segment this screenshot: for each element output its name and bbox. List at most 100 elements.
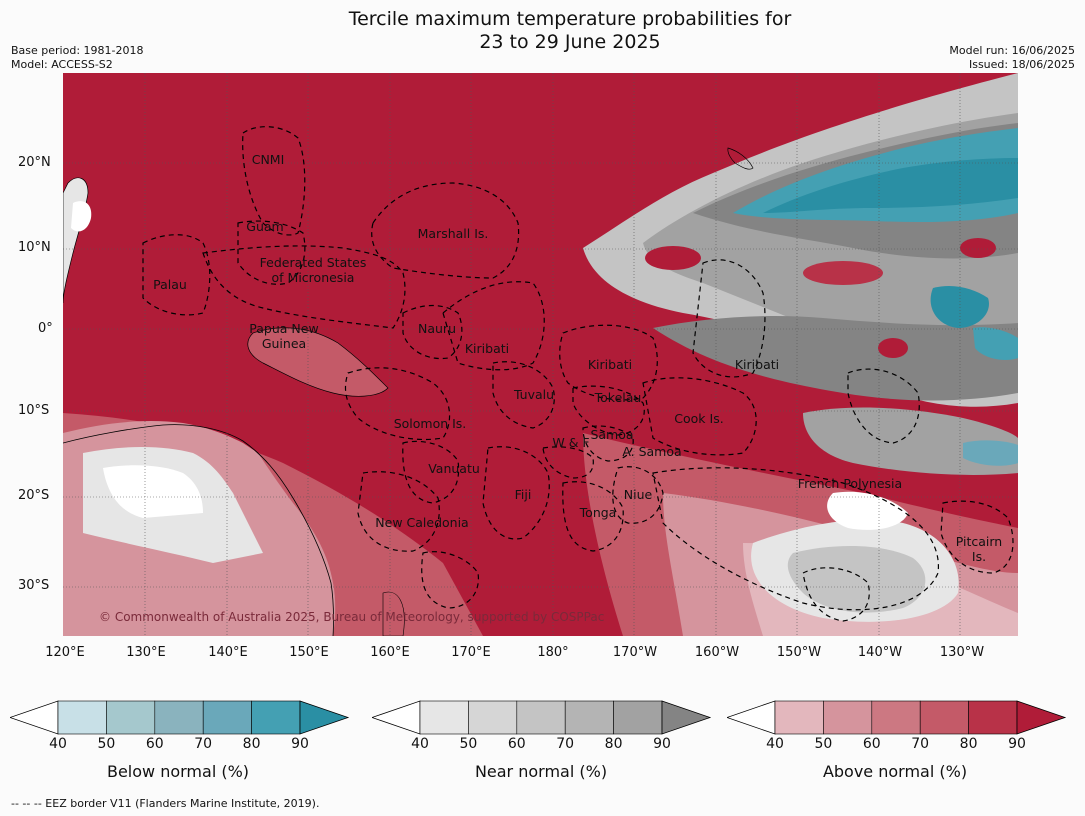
colorbar-swatch bbox=[613, 700, 663, 735]
colorbar-near bbox=[372, 700, 712, 735]
label-png-1: Papua New bbox=[249, 321, 318, 336]
red-spot-1 bbox=[645, 246, 701, 270]
x-tick-140e: 140°E bbox=[208, 645, 248, 660]
grid-lines bbox=[63, 73, 1018, 636]
left-meta: Base period: 1981-2018 Model: ACCESS-S2 bbox=[11, 44, 143, 72]
colorbar-swatch bbox=[564, 700, 614, 735]
colorbar-swatch bbox=[468, 700, 518, 735]
colorbar-swatch bbox=[154, 700, 204, 735]
colorbar-tick-label: 40 bbox=[411, 736, 429, 752]
colorbar-tick-label: 40 bbox=[49, 736, 67, 752]
eez-tonga bbox=[562, 481, 624, 552]
colorbar-below-swatches bbox=[10, 700, 350, 735]
eez-cook bbox=[642, 377, 757, 456]
label-niue: Niue bbox=[624, 487, 653, 502]
x-tick-160e: 160°E bbox=[370, 645, 410, 660]
colorbar-tick-label: 60 bbox=[507, 736, 526, 752]
y-tick-10n: 10°N bbox=[18, 240, 51, 255]
colorbar-swatch bbox=[774, 700, 824, 735]
new-guinea-land bbox=[247, 327, 389, 397]
colorbar-above-swatches bbox=[727, 700, 1067, 735]
probability-map: CNMI Guam Marshall Is. Federated States … bbox=[63, 73, 1018, 636]
colorbar-max-extend bbox=[661, 700, 712, 735]
x-tick-130w: 130°W bbox=[939, 645, 985, 660]
australia-white-core bbox=[103, 465, 203, 518]
new-zealand-land bbox=[382, 591, 405, 636]
colorbar-tick-label: 60 bbox=[145, 736, 164, 752]
label-pitcairn-1: Pitcairn bbox=[956, 534, 1002, 549]
philippines-white bbox=[71, 201, 92, 232]
eez-solomon bbox=[344, 367, 451, 441]
eez-kiribati-c bbox=[559, 324, 658, 401]
label-marshall: Marshall Is. bbox=[418, 226, 489, 241]
eez-borders bbox=[142, 126, 1014, 622]
label-french-polynesia: French Polynesia bbox=[798, 476, 902, 491]
eez-cnmi bbox=[242, 126, 306, 236]
model-run-text: Model run: 16/06/2025 bbox=[949, 44, 1075, 57]
label-pitcairn-2: Is. bbox=[972, 549, 986, 564]
x-tick-150w: 150°W bbox=[776, 645, 822, 660]
red-spot-4 bbox=[878, 338, 908, 358]
colorbar-above bbox=[727, 700, 1067, 735]
x-tick-180: 180° bbox=[537, 645, 569, 660]
eez-tokelau bbox=[572, 385, 645, 436]
label-cnmi: CNMI bbox=[252, 152, 285, 167]
colorbar-swatch bbox=[202, 700, 252, 735]
x-tick-140w: 140°W bbox=[857, 645, 903, 660]
eez-new-caledonia bbox=[357, 471, 440, 552]
label-kiribati-w: Kiribati bbox=[465, 341, 509, 356]
region-labels: CNMI Guam Marshall Is. Federated States … bbox=[153, 152, 1002, 564]
copyright-text: © Commonwealth of Australia 2025, Bureau… bbox=[99, 610, 604, 624]
map-title-line1: Tercile maximum temperature probabilitie… bbox=[348, 8, 792, 30]
eez-niue bbox=[612, 466, 664, 524]
x-tick-150e: 150°E bbox=[289, 645, 329, 660]
eez-kiribati-e bbox=[692, 259, 766, 378]
colorbar-swatch bbox=[57, 700, 107, 735]
label-png-2: Guinea bbox=[262, 336, 306, 351]
colorbar-swatch bbox=[919, 700, 969, 735]
label-kiribati-c: Kiribati bbox=[588, 357, 632, 372]
colorbar-swatch bbox=[419, 700, 469, 735]
colorbar-tick-label: 50 bbox=[97, 736, 116, 752]
eez-fiji bbox=[482, 446, 550, 540]
colorbar-swatch bbox=[251, 700, 301, 735]
colorbar-tick-label: 90 bbox=[291, 736, 309, 752]
label-palau: Palau bbox=[153, 277, 187, 292]
issued-text: Issued: 18/06/2025 bbox=[968, 58, 1075, 71]
label-fsm-1: Federated States bbox=[260, 255, 367, 270]
x-tick-170w: 170°W bbox=[612, 645, 658, 660]
colorbar-min-extend bbox=[727, 700, 776, 735]
colorbar-tick-label: 70 bbox=[194, 736, 213, 752]
teal-spot-2 bbox=[973, 327, 1018, 360]
label-tonga: Tonga bbox=[579, 505, 617, 520]
colorbar-near-title: Near normal (%) bbox=[474, 762, 608, 781]
label-wf: W & F bbox=[552, 435, 589, 450]
colorbar-swatch bbox=[823, 700, 873, 735]
colorbar-tick-label: 60 bbox=[862, 736, 881, 752]
red-spot-3 bbox=[960, 238, 996, 258]
colorbar-swatch bbox=[968, 700, 1018, 735]
eez-nauru bbox=[402, 304, 463, 360]
colorbar-below-title: Below normal (%) bbox=[106, 762, 250, 781]
label-cook: Cook Is. bbox=[674, 411, 723, 426]
colorbar-swatch bbox=[516, 700, 566, 735]
label-tokelau: Tokelau bbox=[594, 390, 642, 405]
eez-marshall bbox=[371, 182, 520, 279]
eez-vanuatu bbox=[402, 440, 460, 504]
right-meta: Model run: 16/06/2025 Issued: 18/06/2025 bbox=[949, 44, 1075, 72]
hawaii-islands bbox=[727, 147, 754, 170]
colorbar-tick-label: 90 bbox=[1008, 736, 1026, 752]
colorbar-tick-label: 70 bbox=[556, 736, 575, 752]
label-solomon: Solomon Is. bbox=[394, 416, 467, 431]
y-tick-20s: 20°S bbox=[18, 488, 50, 503]
label-new-caledonia: New Caledonia bbox=[375, 515, 468, 530]
se-near-normal-mid bbox=[787, 546, 926, 613]
y-tick-10s: 10°S bbox=[18, 403, 50, 418]
eez-kiribati-w bbox=[442, 281, 545, 371]
y-tick-30s: 30°S bbox=[18, 578, 50, 593]
colorbar-max-extend bbox=[299, 700, 350, 735]
label-samoa: Samoa bbox=[590, 427, 633, 442]
base-period-text: Base period: 1981-2018 bbox=[11, 44, 144, 57]
map-canvas: CNMI Guam Marshall Is. Federated States … bbox=[63, 73, 1018, 636]
eez-samoa bbox=[582, 425, 634, 462]
